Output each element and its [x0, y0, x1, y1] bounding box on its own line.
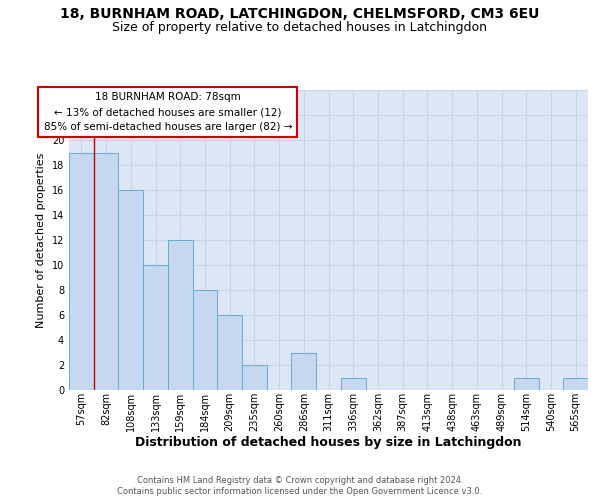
Y-axis label: Number of detached properties: Number of detached properties — [36, 152, 46, 328]
Text: Contains public sector information licensed under the Open Government Licence v3: Contains public sector information licen… — [118, 487, 482, 496]
Bar — [69, 152, 94, 390]
Bar — [143, 265, 168, 390]
Bar — [292, 352, 316, 390]
Bar — [341, 378, 365, 390]
Bar — [563, 378, 588, 390]
Bar — [118, 190, 143, 390]
Bar — [193, 290, 217, 390]
Text: 18, BURNHAM ROAD, LATCHINGDON, CHELMSFORD, CM3 6EU: 18, BURNHAM ROAD, LATCHINGDON, CHELMSFOR… — [61, 8, 539, 22]
Text: 18 BURNHAM ROAD: 78sqm
← 13% of detached houses are smaller (12)
85% of semi-det: 18 BURNHAM ROAD: 78sqm ← 13% of detached… — [44, 92, 292, 132]
Bar — [217, 315, 242, 390]
Text: Contains HM Land Registry data © Crown copyright and database right 2024.: Contains HM Land Registry data © Crown c… — [137, 476, 463, 485]
Bar — [242, 365, 267, 390]
Text: Size of property relative to detached houses in Latchingdon: Size of property relative to detached ho… — [113, 21, 487, 34]
Bar — [514, 378, 539, 390]
Bar — [94, 152, 118, 390]
X-axis label: Distribution of detached houses by size in Latchingdon: Distribution of detached houses by size … — [135, 436, 522, 450]
Bar — [168, 240, 193, 390]
